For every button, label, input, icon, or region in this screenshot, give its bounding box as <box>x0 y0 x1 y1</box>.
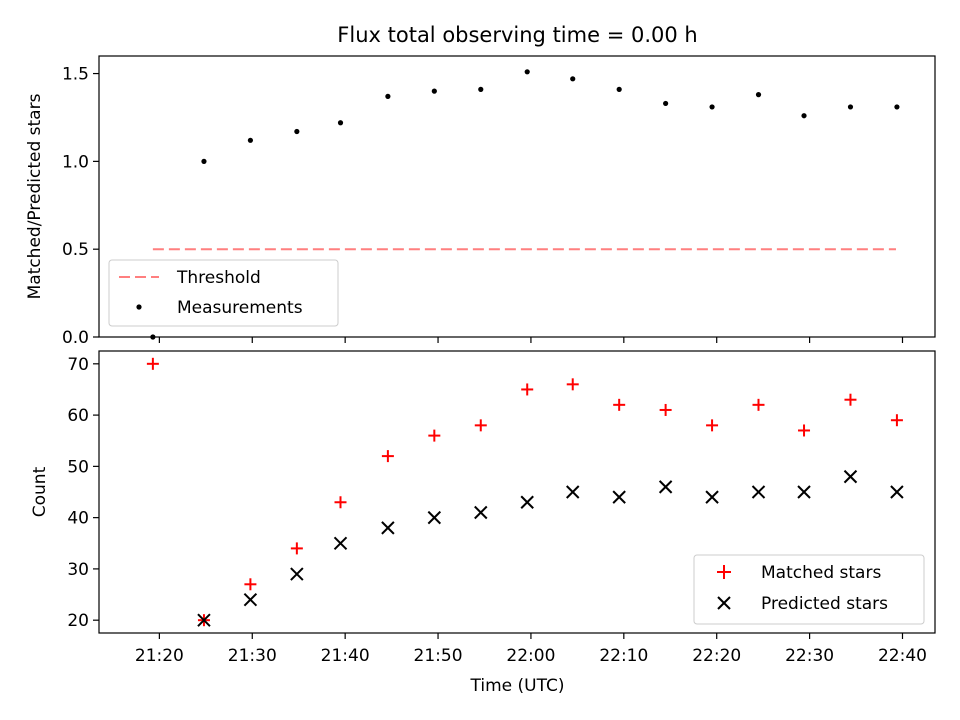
matched-legend-label: Matched stars <box>761 563 881 583</box>
count-y-tick-label: 30 <box>67 560 89 580</box>
count-x-tick-label: 21:30 <box>228 646 277 666</box>
ratio-y-tick-label: 0.0 <box>62 328 89 348</box>
measurement-point <box>663 100 669 107</box>
ratio-legend-box <box>108 259 339 327</box>
measurement-point <box>337 120 344 126</box>
matched-star-marker <box>290 542 303 555</box>
measurement-point <box>894 104 900 110</box>
measurement-point <box>431 88 437 94</box>
count-x-tick-label: 22:10 <box>599 646 648 666</box>
ratio-y-tick-label: 1.0 <box>62 152 89 172</box>
matched-star-marker <box>706 419 719 432</box>
matched-star-marker <box>613 398 626 411</box>
matched-star-marker <box>659 403 672 416</box>
predicted-star-marker <box>751 485 766 499</box>
count-y-ticks: 20 30 40 50 60 70 <box>67 355 99 631</box>
threshold-legend-label: Threshold <box>176 268 261 288</box>
predicted-star-marker <box>474 505 488 520</box>
predicted-star-marker <box>843 469 858 484</box>
count-x-tick-label: 22:20 <box>692 646 741 666</box>
count-legend-box <box>693 554 925 625</box>
measurement-point <box>294 128 300 135</box>
measurement-point <box>247 137 254 143</box>
count-x-tick-label: 22:40 <box>878 646 927 666</box>
predicted-star-marker <box>427 510 442 525</box>
count-x-tick-label: 22:00 <box>506 646 555 666</box>
matched-star-marker <box>428 429 441 442</box>
measurement-points <box>150 69 900 340</box>
predicted-star-marker <box>612 490 626 504</box>
matched-star-marker <box>844 393 857 406</box>
predicted-star-marker <box>381 521 395 535</box>
measurement-point <box>755 92 762 98</box>
ratio-y-tick-label: 1.5 <box>62 65 89 85</box>
predicted-legend-marker <box>717 596 731 610</box>
count-x-tick-label: 21:20 <box>135 646 184 666</box>
predicted-star-marker <box>197 613 211 627</box>
count-x-tick-label: 21:40 <box>321 646 370 666</box>
count-y-tick-label: 70 <box>67 355 89 375</box>
predicted-star-marker <box>333 536 348 550</box>
measurement-point <box>201 158 207 164</box>
predicted-star-marker <box>705 490 719 504</box>
measurement-point <box>570 76 576 82</box>
matched-star-marker <box>752 398 765 411</box>
measurement-point <box>801 113 807 119</box>
count-x-ticks: 21:20 21:30 21:40 21:50 22:00 22:10 22:20 22:30… <box>135 633 927 666</box>
ratio-y-ticks: 0.0 0.5 1.0 1.5 <box>62 65 99 348</box>
matched-star-marker <box>244 578 257 591</box>
count-y-axis-label: Count <box>30 466 50 517</box>
count-x-tick-label: 21:50 <box>414 646 463 666</box>
measurement-point <box>616 86 622 92</box>
measurement-point <box>709 104 715 110</box>
matched-star-marker <box>146 357 159 370</box>
measurement-point <box>385 93 391 99</box>
ratio-y-axis-label: Matched/Predicted stars <box>25 93 45 299</box>
count-y-tick-label: 60 <box>67 406 89 426</box>
measurement-point <box>847 104 854 110</box>
count-y-tick-label: 20 <box>67 611 89 631</box>
predicted-star-marker <box>243 592 258 607</box>
measurements-legend-label: Measurements <box>177 298 303 318</box>
count-y-tick-label: 50 <box>67 457 89 477</box>
predicted-stars-points <box>197 469 904 627</box>
ratio-y-tick-label: 0.5 <box>62 240 89 260</box>
count-panel: Count Time (UTC) 20 30 40 50 60 70 21:20 21:30… <box>30 350 936 696</box>
matched-stars-points <box>146 357 903 627</box>
matched-star-marker <box>381 450 394 463</box>
predicted-star-marker <box>290 567 304 581</box>
count-y-tick-label: 40 <box>67 509 89 529</box>
predicted-star-marker <box>890 485 904 499</box>
matched-star-marker <box>474 419 487 432</box>
x-axis-label: Time (UTC) <box>470 676 565 696</box>
count-x-tick-label: 22:30 <box>785 646 834 666</box>
count-legend: Matched stars Predicted stars <box>693 554 925 625</box>
ratio-x-ticks <box>158 337 904 343</box>
matched-star-marker <box>521 383 534 396</box>
measurement-point <box>150 334 156 340</box>
matched-star-marker <box>566 378 579 391</box>
predicted-legend-label: Predicted stars <box>761 594 888 614</box>
measurements-legend-marker <box>136 304 142 310</box>
predicted-star-marker <box>658 480 673 494</box>
predicted-star-marker <box>797 485 811 499</box>
matched-star-marker <box>334 496 347 509</box>
measurement-point <box>524 69 530 75</box>
matched-legend-marker <box>717 565 731 579</box>
chart-title: Flux total observing time = 0.00 h <box>337 23 697 47</box>
matched-star-marker <box>798 424 811 437</box>
predicted-star-marker <box>520 495 534 509</box>
predicted-star-marker <box>566 485 580 499</box>
measurement-point <box>478 86 484 92</box>
matched-star-marker <box>890 414 903 427</box>
ratio-panel: Matched/Predicted stars 0.0 0.5 1.0 1.5 Thr… <box>25 55 936 348</box>
ratio-legend: Threshold Measurements <box>108 259 339 327</box>
